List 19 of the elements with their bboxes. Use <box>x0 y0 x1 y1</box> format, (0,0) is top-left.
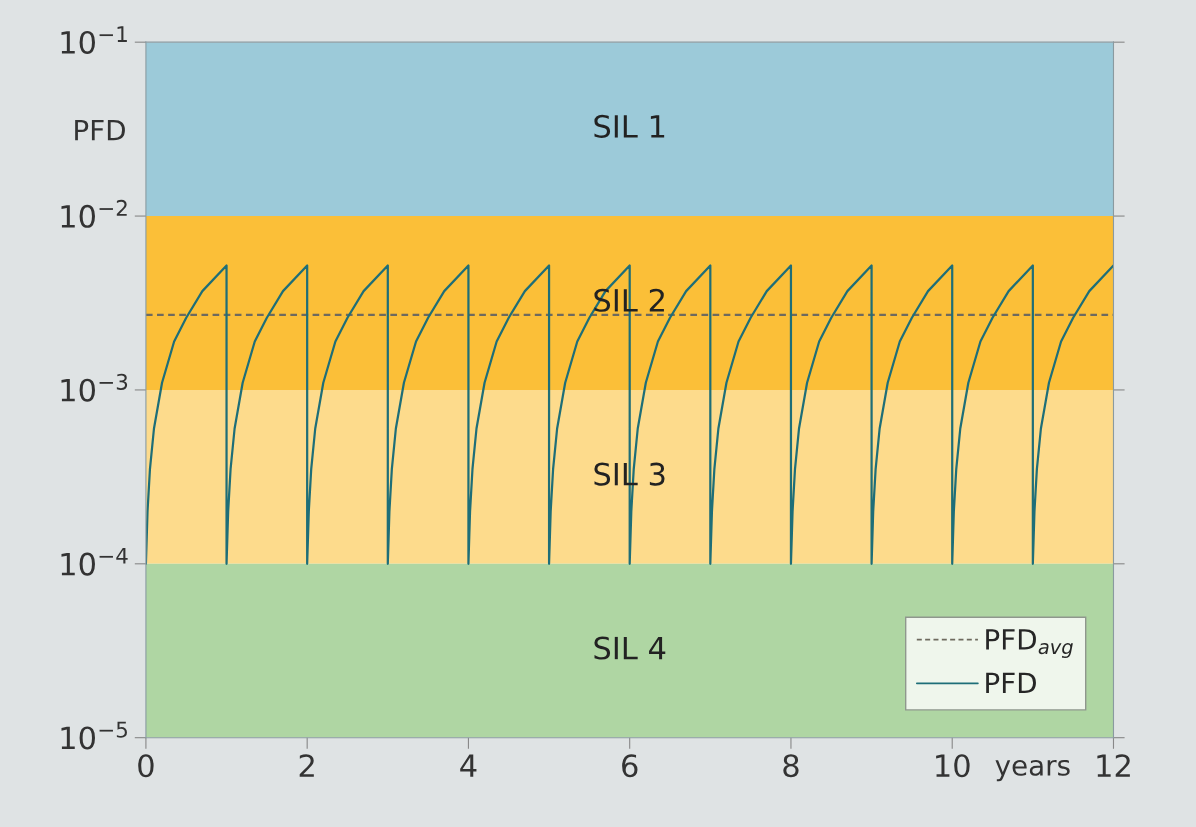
x-tick-label: 2 <box>299 754 314 777</box>
y-tick-label: 10$^{−2}$ <box>61 199 127 228</box>
x-tick-label: 8 <box>783 754 799 778</box>
y-tick-label: 10$^{−3}$ <box>61 373 128 402</box>
legend-label: PFD$_{avg}$ <box>986 629 1073 658</box>
y-tick-label: 10$^{−5}$ <box>61 721 127 750</box>
y-axis-title: PFD <box>75 120 125 141</box>
x-tick-label: 10 <box>936 754 970 778</box>
x-tick-label: 0 <box>138 754 154 778</box>
x-axis-title: years <box>995 759 1070 782</box>
x-tick-label: 6 <box>622 754 638 778</box>
line-series <box>145 264 1114 565</box>
x-tick-label: 4 <box>460 754 477 777</box>
legend-label: PFD <box>986 672 1036 694</box>
band-label: SIL 1 <box>594 114 665 138</box>
x-tick-label: 12 <box>1097 754 1130 777</box>
y-tick-label: 10$^{−4}$ <box>61 547 128 576</box>
y-tick-label: 10$^{−1}$ <box>61 26 127 55</box>
band-label: SIL 4 <box>594 636 666 660</box>
